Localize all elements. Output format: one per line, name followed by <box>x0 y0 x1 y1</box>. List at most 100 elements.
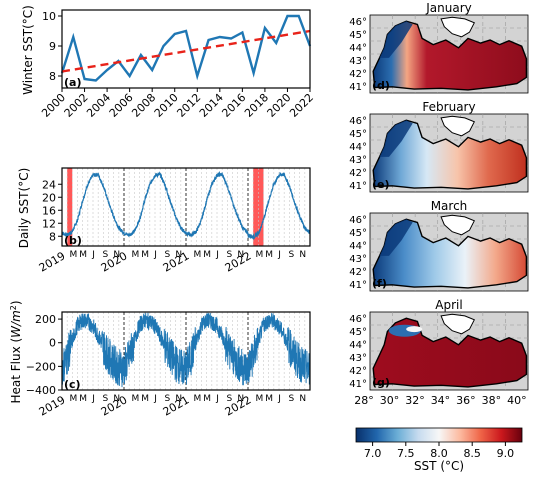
lat-label: 45° <box>349 327 367 338</box>
lat-label: 42° <box>349 69 367 80</box>
month-label: S <box>227 250 233 260</box>
x-tick-label: 2010 <box>152 91 181 120</box>
month-label: J <box>153 394 157 404</box>
lon-label: 32° <box>405 394 425 407</box>
crimea-land <box>440 115 475 137</box>
cold-patch <box>406 326 423 333</box>
x-tick-label: 2022 <box>287 91 316 120</box>
map-title: February <box>422 100 475 114</box>
lat-label: 44° <box>349 241 367 252</box>
month-label: J <box>215 394 219 404</box>
month-label: J <box>277 250 281 260</box>
map-panel-label: (d) <box>372 79 390 92</box>
colorbar-tick-label: 8.5 <box>463 447 481 460</box>
month-label: N <box>113 250 120 260</box>
lon-label: 40° <box>507 394 527 407</box>
map-panel-label: (f) <box>372 277 387 290</box>
colorbar-tick-label: 9.0 <box>497 447 515 460</box>
lat-label: 45° <box>349 30 367 41</box>
lat-label: 41° <box>349 379 367 390</box>
month-label: J <box>91 250 95 260</box>
map-panel-label: (g) <box>372 376 390 389</box>
month-label: M <box>193 394 201 404</box>
highlight-band <box>253 168 264 246</box>
y-tick-label: −200 <box>26 360 56 373</box>
month-label: J <box>277 394 281 404</box>
colorbar-tick-label: 7.0 <box>364 447 382 460</box>
y-tick-label: 0 <box>49 337 56 350</box>
lat-label: 42° <box>349 267 367 278</box>
month-label: S <box>227 394 233 404</box>
month-label: M <box>203 394 211 404</box>
month-label: M <box>141 250 149 260</box>
month-label: S <box>165 250 171 260</box>
month-label: M <box>265 394 273 404</box>
month-label: N <box>237 394 244 404</box>
y-tick-label: 200 <box>35 313 56 326</box>
month-label: M <box>203 250 211 260</box>
lon-label: 30° <box>380 394 400 407</box>
month-label: M <box>131 394 139 404</box>
lat-label: 41° <box>349 280 367 291</box>
year-label: 2019 <box>37 249 68 274</box>
y-tick-label: 8 <box>49 70 56 83</box>
lon-label: 36° <box>456 394 476 407</box>
month-label: M <box>79 394 87 404</box>
month-label: M <box>69 394 77 404</box>
y-tick-label: 24 <box>42 178 56 191</box>
map-panel-label: (e) <box>372 178 390 191</box>
winter-sst-line <box>60 14 312 82</box>
crimea-land <box>440 16 475 38</box>
panel-b-ylabel: Daily SST(°C) <box>17 168 31 248</box>
month-label: M <box>79 250 87 260</box>
lat-label: 43° <box>349 353 367 364</box>
month-label: J <box>153 250 157 260</box>
y-tick-label: −400 <box>26 384 56 397</box>
panel-c-ylabel: Heat Flux (W/m2) <box>9 300 24 403</box>
x-tick-label: 2006 <box>107 91 136 120</box>
y-tick-label: 12 <box>42 217 56 230</box>
colorbar-label: SST (°C) <box>414 459 464 473</box>
y-tick-label: 9 <box>49 40 56 53</box>
shelf-cold-band <box>379 120 413 157</box>
highlight-band <box>67 168 73 246</box>
month-label: N <box>175 394 182 404</box>
x-tick-label: 2004 <box>84 91 113 120</box>
year-label: 2019 <box>37 393 68 418</box>
lat-label: 42° <box>349 168 367 179</box>
month-label: M <box>193 250 201 260</box>
month-label: S <box>289 250 295 260</box>
month-label: M <box>131 250 139 260</box>
x-tick-label: 2016 <box>219 91 248 120</box>
month-label: N <box>175 250 182 260</box>
panel-a-ylabel: Winter SST(°C) <box>21 5 35 95</box>
panel-b-label: (b) <box>64 234 82 247</box>
map-march: March (f) 46° 45° 44° 43° 42° 41° <box>349 199 529 292</box>
trend-line <box>61 29 311 73</box>
month-label: N <box>299 250 306 260</box>
x-tick-label: 2014 <box>197 91 226 120</box>
lat-label: 46° <box>349 116 367 127</box>
lat-label: 45° <box>349 228 367 239</box>
month-label: M <box>69 250 77 260</box>
month-label: N <box>113 394 120 404</box>
map-april: April (g) 46° 45° 44° 43° 42° 41° <box>349 298 529 391</box>
lat-label: 43° <box>349 56 367 67</box>
x-tick-label: 2020 <box>265 91 294 120</box>
lat-label: 42° <box>349 366 367 377</box>
lat-label: 43° <box>349 254 367 265</box>
month-label: S <box>103 394 109 404</box>
x-tick-label: 2018 <box>242 91 271 120</box>
month-label: J <box>215 250 219 260</box>
panel-c-frame <box>61 311 311 391</box>
colorbar-tick-label: 7.5 <box>397 447 415 460</box>
daily-sst-line <box>61 170 311 240</box>
map-february: February (e) 46° 45° 44° 43° 42° 41° <box>349 100 529 193</box>
lat-label: 44° <box>349 340 367 351</box>
month-label: N <box>237 250 244 260</box>
lon-label: 28° <box>354 394 374 407</box>
lat-label: 46° <box>349 314 367 325</box>
shelf-cold-band <box>379 219 413 256</box>
